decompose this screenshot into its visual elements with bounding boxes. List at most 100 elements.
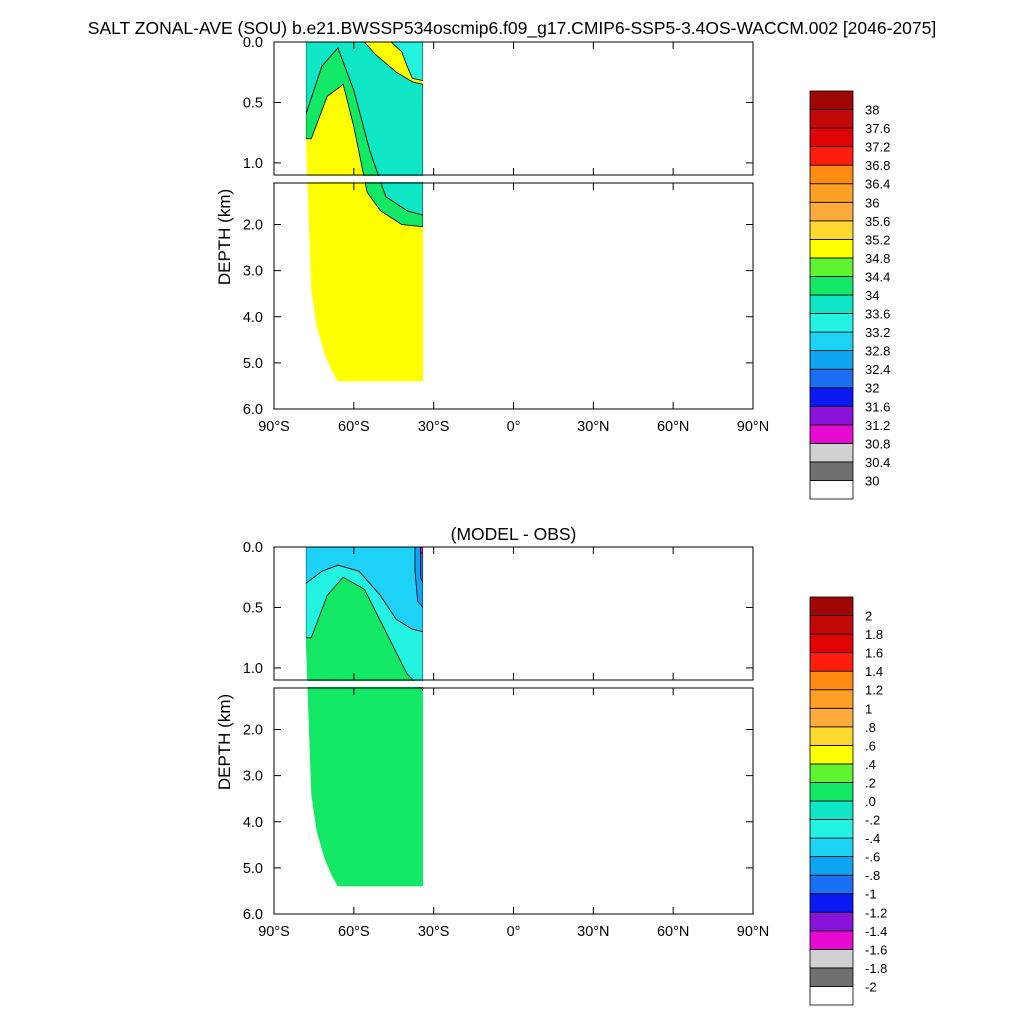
colorbar-swatch xyxy=(809,874,854,895)
colorbar-label: 35.2 xyxy=(865,232,890,247)
colorbar-swatch xyxy=(809,480,854,500)
colorbar-swatch xyxy=(809,726,854,746)
colorbar-label: 1.8 xyxy=(865,627,883,642)
colorbar-label: 36 xyxy=(865,195,879,210)
colorbar-swatch xyxy=(809,763,854,783)
axis-break-gap xyxy=(273,176,754,182)
x-tick-label: 60°S xyxy=(338,924,370,940)
colorbar-label: 1.6 xyxy=(865,646,883,661)
colorbar-swatch xyxy=(809,331,854,352)
colorbar-label: 30.8 xyxy=(865,436,890,451)
colorbar-swatch xyxy=(809,127,854,148)
chart-panel-1: 90°S 60°S 30°S 0° 30°N 60°N 90°N 0.0 0.5 1.0 2.0 3.… xyxy=(215,35,890,500)
colorbar-swatch xyxy=(809,986,854,1006)
colorbar-label: 34.8 xyxy=(865,251,890,266)
y-axis-label: DEPTH (km) xyxy=(215,189,234,285)
colorbar-swatch xyxy=(809,893,854,913)
colorbar-label: 32.4 xyxy=(865,362,890,377)
colorbar-swatch xyxy=(809,276,854,296)
colorbar-swatch xyxy=(809,238,854,259)
colorbar-label: -.2 xyxy=(865,813,880,828)
colorbar-swatch xyxy=(809,442,854,463)
colorbar-swatch xyxy=(809,146,854,166)
colorbar-label: 34 xyxy=(865,288,879,303)
colorbar-swatch xyxy=(809,930,854,950)
colorbar-swatch xyxy=(809,164,854,185)
y-tick-label: 5.0 xyxy=(243,356,263,372)
colorbar-label: .8 xyxy=(865,720,876,735)
colorbar-label: .2 xyxy=(865,775,876,790)
chart-title: (MODEL - OBS) xyxy=(451,524,577,544)
colorbar-label: 32 xyxy=(865,381,879,396)
colorbar-swatch xyxy=(809,220,854,240)
colorbar-swatch xyxy=(809,856,854,876)
colorbar-label: -.8 xyxy=(865,868,880,883)
colorbar-swatch xyxy=(809,90,854,110)
colorbar-label: -1.6 xyxy=(865,942,887,957)
y-tick-label: 0.5 xyxy=(243,600,263,616)
colorbar: -2 -1.8 -1.6 -1.4 -1.2 -1 -.8 -.6 -.4 -.2 .0 .2 .4 .6… xyxy=(809,596,887,1006)
colorbar-swatch xyxy=(809,183,854,203)
colorbar-swatch xyxy=(809,744,854,765)
y-tick-label: 2.0 xyxy=(243,218,263,234)
colorbar-label: 30.4 xyxy=(865,455,890,470)
y-tick-label: 5.0 xyxy=(243,861,263,877)
x-tick-label: 0° xyxy=(507,419,521,435)
x-tick-label: 90°N xyxy=(737,924,769,940)
y-tick-label: 4.0 xyxy=(243,310,263,326)
x-tick-label: 30°S xyxy=(418,924,450,940)
y-tick-label: 1.0 xyxy=(243,156,263,172)
y-tick-label: 6.0 xyxy=(243,907,263,923)
y-tick-label: 6.0 xyxy=(243,402,263,418)
colorbar-label: 30 xyxy=(865,473,879,488)
contour-field xyxy=(305,547,424,887)
colorbar-label: 31.2 xyxy=(865,418,890,433)
x-tick-label: 90°S xyxy=(258,924,290,940)
colorbar-label: 36.8 xyxy=(865,158,890,173)
contour-region-3 xyxy=(390,42,424,82)
colorbar-swatch xyxy=(809,800,854,820)
colorbar-swatch xyxy=(809,652,854,672)
colorbar-label: 38 xyxy=(865,103,879,118)
colorbar-swatch xyxy=(809,424,854,444)
colorbar-label: 32.8 xyxy=(865,344,890,359)
x-tick-label: 90°S xyxy=(258,419,290,435)
colorbar-swatch xyxy=(809,689,854,709)
y-tick-label: 1.0 xyxy=(243,661,263,677)
colorbar-swatch xyxy=(809,387,854,407)
colorbar-label: 36.4 xyxy=(865,177,890,192)
colorbar-label: .4 xyxy=(865,757,876,772)
colorbar-label: -1 xyxy=(865,887,877,902)
colorbar-label: -1.4 xyxy=(865,924,887,939)
colorbar-swatch xyxy=(809,911,854,932)
colorbar-swatch xyxy=(809,615,854,635)
y-tick-label: 3.0 xyxy=(243,769,263,785)
colorbar-label: -2 xyxy=(865,979,877,994)
colorbar-label: .6 xyxy=(865,738,876,753)
x-tick-label: 30°N xyxy=(577,419,609,435)
colorbar-swatch xyxy=(809,633,854,654)
colorbar-swatch xyxy=(809,837,854,858)
colorbar-label: .0 xyxy=(865,794,876,809)
colorbar-swatch xyxy=(809,350,854,370)
colorbar-swatch xyxy=(809,670,854,691)
colorbar-label: 2 xyxy=(865,609,872,624)
contour-region-5 xyxy=(420,547,424,554)
x-tick-label: 30°N xyxy=(577,924,609,940)
x-tick-label: 60°S xyxy=(338,419,370,435)
colorbar-label: 33.6 xyxy=(865,307,890,322)
colorbar-label: 31.6 xyxy=(865,399,890,414)
colorbar-swatch xyxy=(809,405,854,426)
colorbar-swatch xyxy=(809,461,854,481)
x-tick-label: 0° xyxy=(507,924,521,940)
contour-base-fill xyxy=(305,547,424,887)
colorbar-label: 1 xyxy=(865,701,872,716)
y-tick-label: 3.0 xyxy=(243,264,263,280)
x-tick-label: 90°N xyxy=(737,419,769,435)
colorbar-swatch xyxy=(809,313,854,333)
contour-field xyxy=(305,42,424,382)
colorbar-swatch xyxy=(809,368,854,389)
colorbar-swatch xyxy=(809,109,854,129)
